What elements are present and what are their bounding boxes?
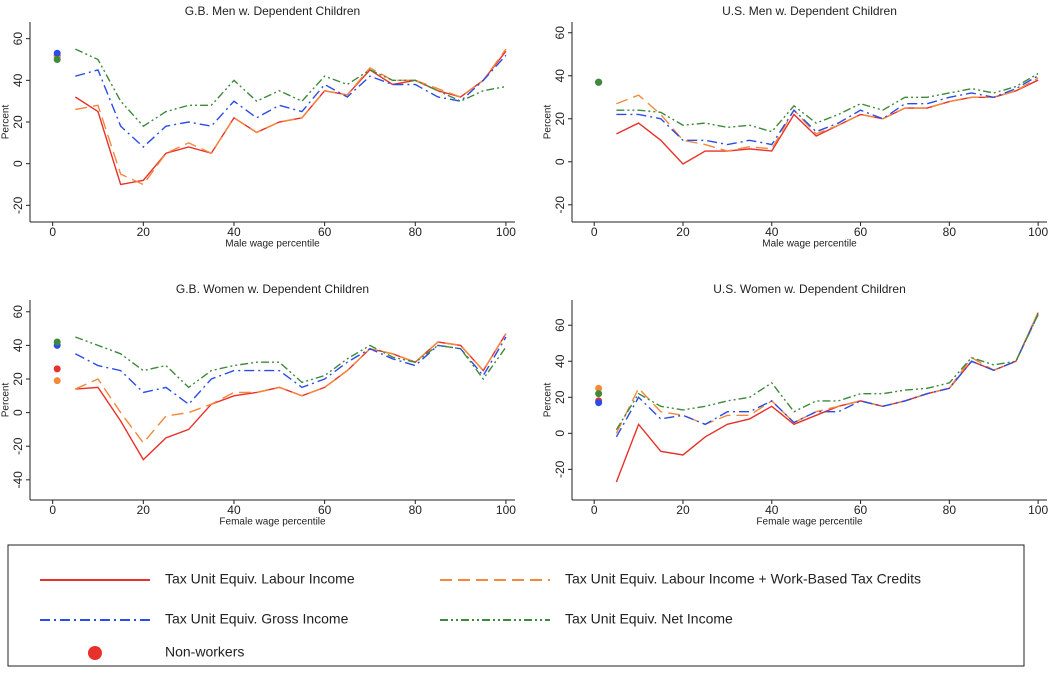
legend-label: Tax Unit Equiv. Gross Income [165, 611, 349, 627]
x-tick-label: 20 [676, 503, 690, 517]
nonworker-point [53, 49, 61, 57]
x-tick-label: 40 [765, 503, 779, 517]
x-tick-label: 60 [854, 225, 868, 239]
x-tick-label: 0 [591, 225, 598, 239]
legend-box [7, 544, 1025, 667]
y-axis-label: Percent [543, 105, 554, 140]
y-tick-label: 0 [553, 430, 567, 437]
legend-label: Tax Unit Equiv. Net Income [565, 611, 733, 627]
legend-label: Tax Unit Equiv. Labour Income [165, 571, 355, 587]
legend-label: Tax Unit Equiv. Labour Income + Work-Bas… [565, 571, 921, 587]
y-tick-label: 60 [553, 318, 567, 332]
y-tick-label: 20 [553, 112, 567, 126]
series-line [74, 50, 507, 186]
x-tick-label: 80 [409, 503, 423, 517]
y-tick-label: 20 [11, 372, 25, 386]
x-tick-label: 20 [137, 225, 151, 239]
x-tick-label: 80 [943, 503, 957, 517]
chart-title: G.B. Men w. Dependent Children [185, 4, 360, 18]
y-tick-label: 40 [553, 69, 567, 83]
y-axis-label: Percent [1, 383, 12, 418]
legend-label: Non-workers [165, 644, 244, 660]
y-tick-label: 60 [11, 305, 25, 319]
x-tick-label: 40 [227, 225, 241, 239]
y-tick-label: -40 [11, 471, 25, 489]
nonworker-point [595, 390, 603, 398]
series-line [75, 333, 507, 461]
y-tick-label: -20 [11, 196, 25, 214]
chart-title: G.B. Women w. Dependent Children [176, 282, 369, 296]
y-tick-label: 40 [11, 73, 25, 87]
y-tick-label: 0 [11, 409, 25, 416]
nonworker-point [595, 399, 603, 407]
x-tick-label: 80 [943, 225, 957, 239]
y-tick-label: 60 [553, 26, 567, 40]
y-tick-label: 40 [11, 338, 25, 352]
nonworker-point [53, 365, 61, 373]
x-axis-label: Male wage percentile [762, 239, 857, 250]
x-tick-label: 20 [137, 503, 151, 517]
x-tick-label: 0 [49, 503, 56, 517]
series-line [616, 79, 1039, 165]
y-axis-label: Percent [1, 105, 12, 140]
y-tick-label: 0 [11, 160, 25, 167]
x-axis-label: Female wage percentile [219, 517, 326, 528]
nonworker-point [53, 338, 61, 346]
x-tick-label: 60 [318, 503, 332, 517]
x-tick-label: 60 [854, 503, 868, 517]
x-tick-label: 40 [227, 503, 241, 517]
legend-marker [88, 646, 102, 660]
nonworker-point [595, 78, 603, 86]
x-tick-label: 100 [496, 503, 516, 517]
series-line [616, 75, 1039, 146]
y-axis-label: Percent [543, 383, 554, 418]
nonworker-point [53, 56, 61, 63]
x-tick-label: 0 [49, 225, 56, 239]
y-tick-label: -20 [553, 196, 567, 214]
y-tick-label: 60 [11, 32, 25, 46]
series-line [75, 333, 507, 444]
x-tick-label: 40 [765, 225, 779, 239]
series-line [615, 314, 1039, 438]
x-tick-label: 60 [318, 225, 332, 239]
y-tick-label: 40 [553, 354, 567, 368]
y-tick-label: 0 [553, 158, 567, 165]
x-tick-label: 0 [591, 503, 598, 517]
series-line [75, 336, 507, 406]
series-line [615, 312, 1039, 483]
x-tick-label: 100 [1028, 225, 1048, 239]
x-axis-label: Male wage percentile [225, 239, 320, 250]
y-tick-label: -20 [553, 460, 567, 478]
x-tick-label: 100 [1028, 503, 1048, 517]
chart-title: U.S. Men w. Dependent Children [722, 4, 897, 18]
y-tick-label: -20 [11, 437, 25, 455]
x-tick-label: 80 [409, 225, 423, 239]
x-axis-label: Female wage percentile [756, 517, 863, 528]
nonworker-point [595, 384, 603, 392]
series-line [615, 314, 1039, 431]
series-line [616, 77, 1039, 152]
x-tick-label: 100 [496, 225, 516, 239]
series-line [75, 54, 507, 148]
series-line [75, 336, 507, 389]
y-tick-label: 20 [11, 115, 25, 129]
y-tick-label: 20 [553, 390, 567, 404]
series-line [75, 48, 507, 128]
nonworker-point [53, 377, 61, 385]
series-line [75, 48, 507, 186]
x-tick-label: 20 [676, 225, 690, 239]
chart-title: U.S. Women w. Dependent Children [713, 282, 906, 296]
series-line [616, 73, 1039, 133]
